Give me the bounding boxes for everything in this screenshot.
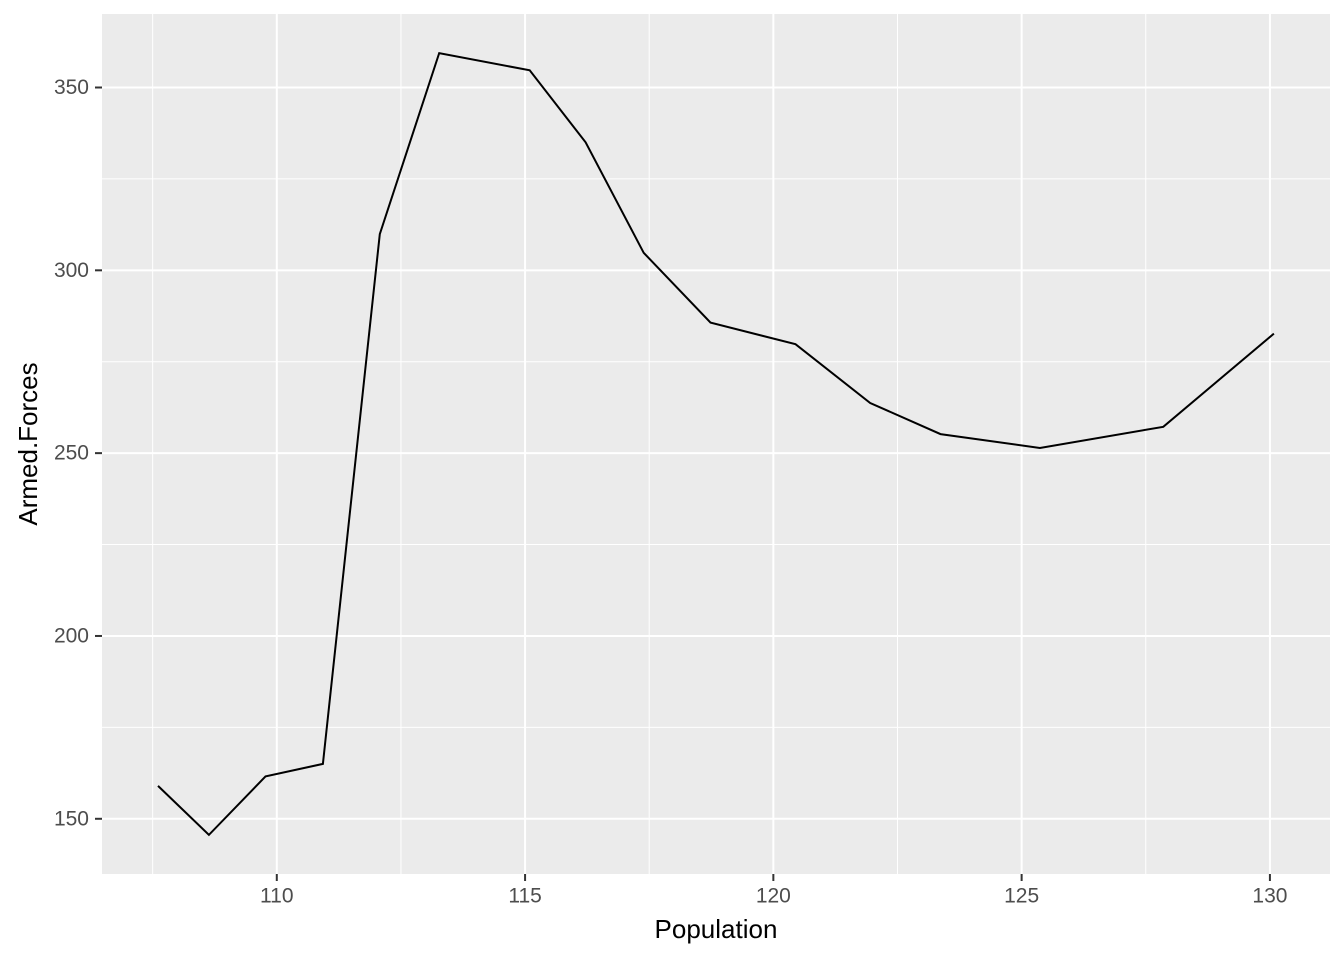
axis-tick-marks bbox=[95, 86, 1271, 881]
y-tick-label: 250 bbox=[54, 442, 89, 465]
x-tick-label: 110 bbox=[260, 885, 293, 908]
x-tick-label: 120 bbox=[756, 885, 791, 908]
x-tick-label: 130 bbox=[1252, 885, 1287, 908]
minor-gridlines bbox=[102, 14, 1330, 874]
x-tick-label: 125 bbox=[1004, 885, 1039, 908]
x-axis-tick-labels: 110 115 120 125 130 bbox=[260, 885, 1287, 908]
major-gridlines bbox=[102, 14, 1330, 874]
y-tick-label: 150 bbox=[54, 807, 89, 830]
y-tick-label: 350 bbox=[54, 76, 89, 99]
x-tick-label: 115 bbox=[508, 885, 541, 908]
plot-panel bbox=[102, 14, 1330, 874]
y-axis-tick-labels: 150 200 250 300 350 bbox=[54, 76, 89, 830]
y-tick-label: 200 bbox=[54, 624, 89, 647]
y-axis-title: Armed.Forces bbox=[13, 362, 43, 525]
data-line bbox=[157, 51, 1275, 837]
y-tick-label: 300 bbox=[54, 259, 89, 282]
x-axis-title: Population bbox=[655, 914, 778, 944]
